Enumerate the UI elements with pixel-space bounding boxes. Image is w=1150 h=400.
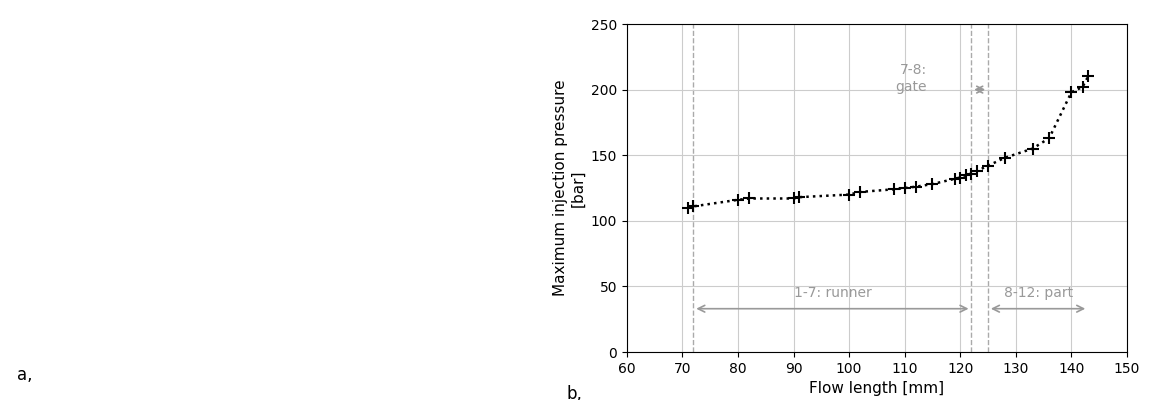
X-axis label: Flow length [mm]: Flow length [mm]	[810, 381, 944, 396]
Text: a,: a,	[17, 366, 32, 384]
Text: b,: b,	[567, 385, 583, 400]
Text: 1-7: runner: 1-7: runner	[793, 286, 872, 300]
Text: 7-8:
gate: 7-8: gate	[896, 63, 927, 94]
Text: 8-12: part: 8-12: part	[1004, 286, 1073, 300]
Y-axis label: Maximum injection pressure
[bar]: Maximum injection pressure [bar]	[553, 80, 585, 296]
